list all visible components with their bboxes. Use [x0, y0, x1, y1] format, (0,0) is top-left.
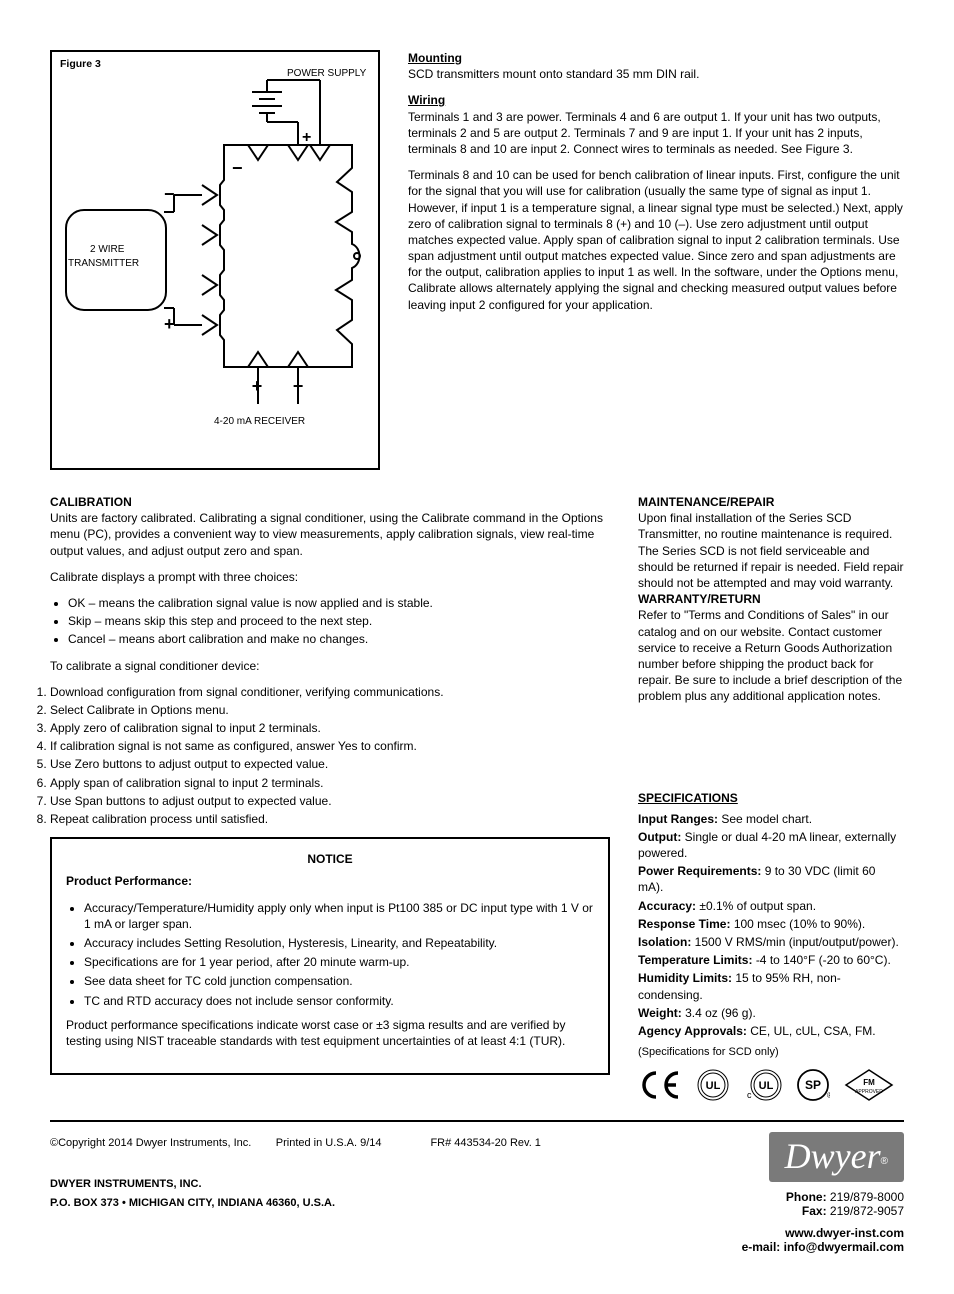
svg-text:APPROVED: APPROVED [855, 1089, 883, 1095]
list-item: Specifications are for 1 year period, af… [84, 954, 594, 970]
list-item: TC and RTD accuracy does not include sen… [84, 993, 594, 1009]
list-item: OK – means the calibration signal value … [68, 595, 610, 611]
dwyer-logo: Dwyer® [769, 1132, 904, 1182]
spec-item: Power Requirements: 9 to 30 VDC (limit 6… [638, 863, 904, 895]
svg-text:FM: FM [863, 1078, 875, 1087]
calibration-intro: Units are factory calibrated. Calibratin… [50, 511, 603, 557]
notice-title: NOTICE [307, 852, 352, 866]
list-item: Use Span buttons to adjust output to exp… [50, 793, 610, 809]
calibration-head: CALIBRATION [50, 495, 132, 509]
copyright: ©Copyright 2014 Dwyer Instruments, Inc. [50, 1137, 251, 1149]
list-item: Select Calibrate in Options menu. [50, 702, 610, 718]
mid-section: CALIBRATION Units are factory calibrated… [50, 494, 904, 1102]
fax-label: Fax: [802, 1204, 827, 1218]
warranty-head: WARRANTY/RETURN [638, 592, 761, 606]
phone-label: Phone: [786, 1190, 827, 1204]
svg-text:c: c [747, 1090, 752, 1100]
svg-text:−: − [164, 184, 175, 204]
list-item: Skip – means skip this step and proceed … [68, 613, 610, 629]
company-name: DWYER INSTRUMENTS, INC. [50, 1178, 202, 1190]
figure-3-box: Figure 3 [50, 50, 380, 470]
receiver-label: 4-20 mA RECEIVER [214, 416, 305, 427]
svg-text:UL: UL [706, 1080, 721, 1092]
phone-value: 219/879-8000 [830, 1190, 904, 1204]
footer: ©Copyright 2014 Dwyer Instruments, Inc. … [50, 1132, 904, 1254]
spec-item: Agency Approvals: CE, UL, cUL, CSA, FM. [638, 1023, 904, 1039]
right-column-2: MAINTENANCE/REPAIR Upon final installati… [638, 494, 904, 1102]
company-address: P.O. BOX 373 • MICHIGAN CITY, INDIANA 46… [50, 1197, 335, 1209]
fr-number: FR# 443534-20 Rev. 1 [430, 1137, 540, 1149]
wiring-p2: Terminals 8 and 10 can be used for bench… [408, 167, 904, 313]
steps-intro: To calibrate a signal conditioner device… [50, 658, 610, 674]
fm-icon: FM APPROVED [844, 1068, 894, 1102]
spec-item: Weight: 3.4 oz (96 g). [638, 1005, 904, 1021]
maintenance-text: Upon final installation of the Series SC… [638, 511, 904, 590]
footer-right: Dwyer® Phone: 219/879-8000 Fax: 219/872-… [742, 1132, 904, 1254]
svg-text:SP: SP [805, 1078, 821, 1092]
divider [50, 1120, 904, 1122]
svg-text:+: + [252, 376, 263, 396]
list-item: Repeat calibration process until satisfi… [50, 811, 610, 827]
lit-note: (Specifications for SCD only) [638, 1045, 904, 1060]
svg-text:UL: UL [759, 1080, 774, 1092]
ul-icon: UL [696, 1068, 730, 1102]
list-item: If calibration signal is not same as con… [50, 738, 610, 754]
spec-item: Isolation: 1500 V RMS/min (input/output/… [638, 934, 904, 950]
notice-performance: Product performance specifications indic… [66, 1017, 594, 1049]
fax-value: 219/872-9057 [830, 1204, 904, 1218]
prompts-intro: Calibrate displays a prompt with three c… [50, 569, 610, 585]
notice-box: NOTICE Product Performance: Accuracy/Tem… [50, 837, 610, 1075]
svg-text:2 WIRETRANSMITTER: 2 WIRETRANSMITTER [68, 244, 139, 269]
maintenance-head: MAINTENANCE/REPAIR [638, 495, 774, 509]
notice-list: Accuracy/Temperature/Humidity apply only… [84, 900, 594, 1009]
svg-text:+: + [164, 314, 175, 334]
svg-text:−: − [293, 376, 304, 396]
printed-in: Printed in U.S.A. 9/14 [276, 1137, 382, 1149]
wiring-p1: Terminals 1 and 3 are power. Terminals 4… [408, 110, 881, 156]
spec-item: Humidity Limits: 15 to 95% RH, non-conde… [638, 970, 904, 1002]
list-item: Accuracy/Temperature/Humidity apply only… [84, 900, 594, 932]
perf-head: Product Performance: [66, 874, 192, 888]
specs-list: Input Ranges: See model chart. Output: Si… [638, 811, 904, 1039]
svg-text:+: + [302, 129, 311, 146]
list-item: Cancel – means abort calibration and mak… [68, 631, 610, 647]
mounting-text: SCD transmitters mount onto standard 35 … [408, 67, 699, 81]
list-item: Apply span of calibration signal to inpu… [50, 775, 610, 791]
spec-item: Output: Single or dual 4-20 mA linear, e… [638, 829, 904, 861]
list-item: See data sheet for TC cold junction comp… [84, 973, 594, 989]
top-section: Figure 3 [50, 50, 904, 470]
list-item: Download configuration from signal condi… [50, 684, 610, 700]
svg-text:−: − [232, 158, 243, 178]
wiring-head: Wiring [408, 93, 445, 107]
svg-text:®: ® [827, 1091, 830, 1100]
list-item: Apply zero of calibration signal to inpu… [50, 720, 610, 736]
spec-item: Accuracy: ±0.1% of output span. [638, 898, 904, 914]
steps-list: Download configuration from signal condi… [50, 684, 610, 828]
warranty-text: Refer to "Terms and Conditions of Sales"… [638, 608, 902, 703]
list-item: Accuracy includes Setting Resolution, Hy… [84, 935, 594, 951]
cert-row: UL c UL SP ® FM [638, 1068, 904, 1102]
spec-item: Temperature Limits: -4 to 140°F (-20 to … [638, 952, 904, 968]
mounting-head: Mounting [408, 51, 462, 65]
left-column: CALIBRATION Units are factory calibrated… [50, 494, 610, 1102]
power-supply-label: POWER SUPPLY [287, 68, 367, 79]
list-item: Use Zero buttons to adjust output to exp… [50, 756, 610, 772]
spec-item: Input Ranges: See model chart. [638, 811, 904, 827]
website: www.dwyer-inst.com [785, 1226, 904, 1240]
email: e-mail: info@dwyermail.com [742, 1240, 904, 1254]
spec-item: Response Time: 100 msec (10% to 90%). [638, 916, 904, 932]
csa-icon: SP ® [796, 1068, 830, 1102]
prompts-list: OK – means the calibration signal value … [68, 595, 610, 648]
right-text-column: Mounting SCD transmitters mount onto sta… [408, 50, 904, 470]
cul-icon: c UL [744, 1068, 782, 1102]
wiring-diagram: + − − + + − POWER SUPPLY 2 WIRETRANSMITT… [52, 52, 378, 468]
footer-left: ©Copyright 2014 Dwyer Instruments, Inc. … [50, 1132, 541, 1215]
ce-icon [638, 1069, 682, 1101]
specs-head: SPECIFICATIONS [638, 791, 738, 805]
